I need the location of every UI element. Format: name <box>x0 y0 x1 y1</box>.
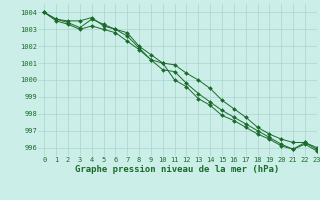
X-axis label: Graphe pression niveau de la mer (hPa): Graphe pression niveau de la mer (hPa) <box>76 165 280 174</box>
